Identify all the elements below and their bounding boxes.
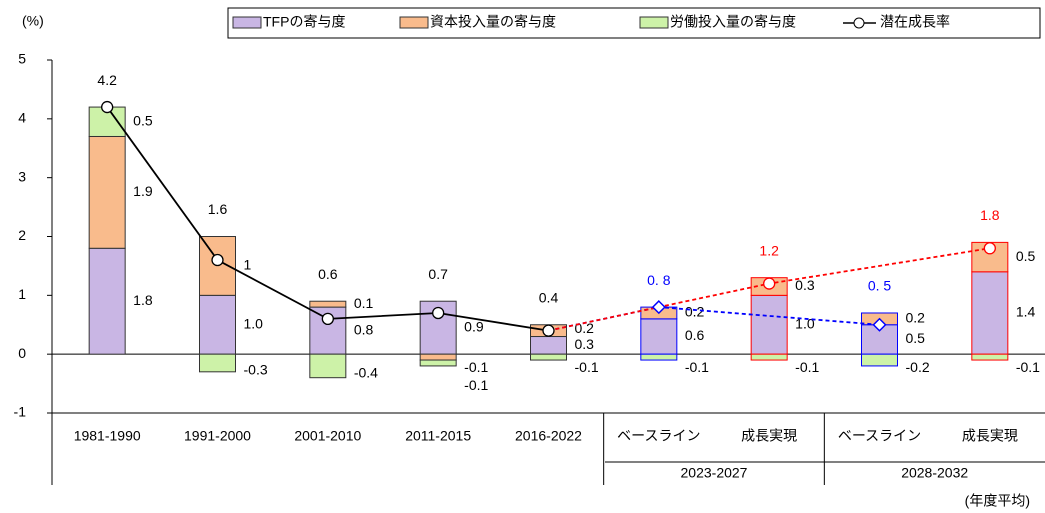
bar-segment — [309, 353, 347, 379]
data-label: -0.1 — [575, 359, 599, 375]
x-tick-label: 1991-2000 — [184, 428, 251, 444]
bar-segment — [419, 359, 457, 367]
x-tick-label: 2001-2010 — [294, 428, 361, 444]
bar-segment — [530, 353, 567, 361]
bar-segment — [971, 353, 1009, 361]
line-marker — [432, 306, 445, 320]
total-label: 4.2 — [97, 72, 117, 88]
legend-swatch — [399, 16, 429, 29]
data-label: 0.5 — [133, 112, 153, 128]
legend-label: 資本投入量の寄与度 — [430, 14, 556, 30]
y-tick-label: 2 — [18, 227, 26, 243]
bar-segment — [88, 135, 126, 249]
bar-segment — [971, 271, 1009, 355]
legend-label: TFPの寄与度 — [263, 14, 345, 30]
total-label: 1.8 — [980, 207, 1000, 223]
legend-marker — [853, 17, 865, 29]
bar-segment — [199, 294, 236, 355]
data-label: 1.4 — [1016, 304, 1036, 320]
bar-segment — [309, 300, 347, 308]
y-tick-label: 3 — [18, 168, 26, 184]
bar-segment — [750, 294, 788, 355]
bar-segment — [530, 336, 567, 355]
y-tick-label: 4 — [18, 110, 26, 126]
data-label: 1.8 — [133, 292, 153, 308]
y-tick-label: 1 — [18, 286, 26, 302]
data-label: -0.4 — [354, 365, 378, 381]
data-label: 0.9 — [464, 318, 484, 334]
y-tick-label: 5 — [18, 51, 26, 67]
x-tick-label: 1981-1990 — [74, 428, 141, 444]
line-marker — [542, 324, 555, 337]
data-label: -0.2 — [906, 359, 930, 375]
bar-segment — [750, 353, 788, 361]
bar-segment — [640, 318, 678, 355]
total-label: 0.7 — [428, 266, 448, 282]
legend-swatch — [232, 16, 262, 29]
x-tick-label: ベースライン — [617, 428, 700, 444]
data-label: -0.3 — [244, 362, 268, 378]
line-marker — [101, 100, 114, 114]
y-tick-label: 0 — [18, 345, 26, 361]
x-tick-label: 成長実現 — [741, 428, 797, 444]
group-label: 2023-2027 — [681, 465, 748, 481]
legend-box — [227, 7, 1041, 39]
data-label: 0.8 — [354, 321, 374, 337]
total-label: 1.6 — [208, 201, 228, 217]
data-label: -0.1 — [685, 359, 709, 375]
potential-growth-line — [548, 306, 880, 332]
bar-segment — [88, 247, 126, 355]
legend-label: 労働投入量の寄与度 — [670, 14, 796, 30]
total-label: 0.4 — [539, 289, 559, 305]
total-label: 1.2 — [759, 242, 779, 258]
data-label: 0.1 — [354, 295, 374, 311]
group-label: 2028-2032 — [901, 465, 968, 481]
bar-segment — [419, 353, 457, 361]
x-tick-label: ベースライン — [838, 428, 921, 444]
y-unit-label: (%) — [22, 13, 44, 29]
x-unit-label: (年度平均) — [965, 493, 1030, 509]
line-marker — [211, 253, 224, 267]
line-marker — [763, 277, 776, 290]
line-marker — [983, 242, 996, 255]
data-label: -0.1 — [1016, 359, 1040, 375]
y-tick-label: -1 — [14, 404, 27, 420]
bar-segment — [640, 353, 678, 361]
data-label: 0.5 — [1016, 248, 1036, 264]
data-label: 1.0 — [244, 315, 264, 331]
data-label: -0.1 — [464, 359, 488, 375]
x-tick-label: 2011-2015 — [405, 428, 471, 444]
line-marker — [872, 317, 887, 332]
data-label: 0.3 — [795, 277, 815, 293]
data-label: -0.1 — [464, 377, 488, 393]
line-marker — [651, 300, 666, 315]
data-label: 1.9 — [133, 183, 153, 199]
data-label: 1.0 — [795, 315, 815, 331]
total-label: 0. 8 — [647, 272, 671, 288]
bar-segment — [88, 106, 126, 137]
line-marker — [321, 312, 334, 326]
data-label: -0.1 — [795, 359, 819, 375]
legend-label: 潜在成長率 — [880, 14, 950, 30]
data-label: 0.3 — [575, 336, 595, 352]
potential-growth-line — [106, 106, 549, 332]
x-tick-label: 成長実現 — [962, 428, 1018, 444]
total-label: 0. 5 — [868, 278, 892, 294]
data-label: 0.2 — [906, 310, 926, 326]
data-label: 0.5 — [906, 330, 926, 346]
data-label: 0.6 — [685, 327, 705, 343]
data-label: 0.2 — [685, 304, 705, 320]
x-tick-label: 2016-2022 — [515, 428, 582, 444]
bar-segment — [861, 353, 898, 367]
total-label: 0.6 — [318, 266, 338, 282]
data-label: 1 — [244, 257, 252, 273]
legend-swatch — [639, 16, 669, 29]
bar-segment — [199, 353, 236, 373]
